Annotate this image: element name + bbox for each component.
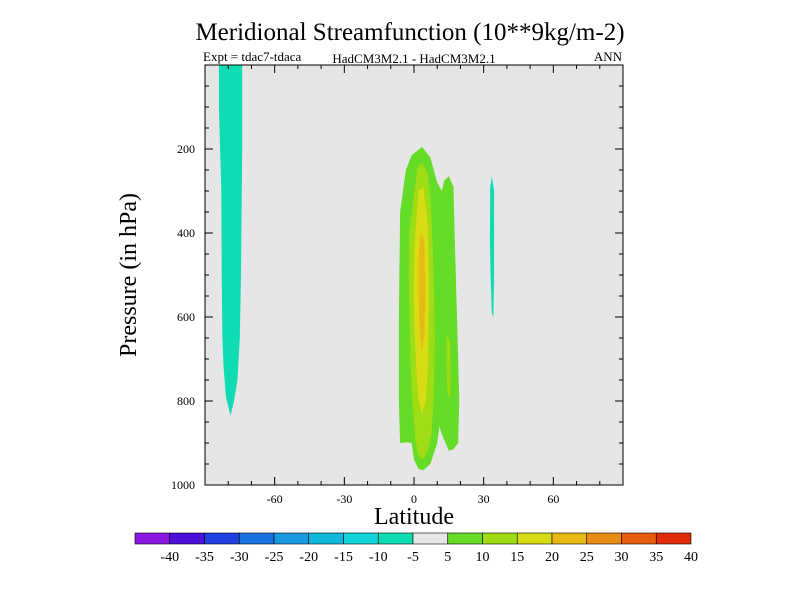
- y-tick-label: 200: [177, 142, 195, 156]
- colorbar-label: -15: [334, 550, 353, 565]
- colorbar-label: -30: [230, 550, 249, 565]
- y-tick-label: 1000: [171, 478, 195, 492]
- colorbar-label: 40: [684, 550, 698, 565]
- colorbar-label: -5: [407, 550, 419, 565]
- colorbar-label: 35: [649, 550, 663, 565]
- contour-region-yellow-green-east-blob: [446, 333, 451, 397]
- x-axis-label: Latitude: [374, 504, 454, 530]
- colorbar-swatch: [308, 532, 344, 545]
- colorbar-swatch: [169, 532, 205, 545]
- colorbar-label: -40: [160, 550, 179, 565]
- colorbar-label: 25: [580, 550, 594, 565]
- contour-region-orange-core: [418, 233, 426, 351]
- contour-region-teal-sliver-30N: [489, 176, 495, 317]
- colorbar-label: -20: [299, 550, 318, 565]
- colorbar-label: -10: [369, 550, 388, 565]
- colorbar-swatch: [238, 532, 275, 545]
- contour-region-teal-column-south: [218, 65, 243, 416]
- colorbar-swatch: [343, 532, 379, 545]
- colorbar-swatch: [516, 532, 553, 545]
- x-tick-label: 0: [411, 492, 417, 506]
- colorbar-label: 30: [615, 550, 629, 565]
- colorbar-swatch: [655, 532, 692, 545]
- colorbar-label: 20: [545, 550, 559, 565]
- colorbar-swatch: [377, 532, 414, 545]
- x-tick-label: 30: [478, 492, 490, 506]
- y-tick-label: 600: [177, 310, 195, 324]
- chart-subtitle-right: ANN: [594, 49, 623, 64]
- x-tick-label: -60: [267, 492, 283, 506]
- colorbar-label: -35: [195, 550, 214, 565]
- x-tick-label: -30: [336, 492, 352, 506]
- colorbar-label: 5: [444, 550, 451, 565]
- colorbar-swatch: [621, 532, 657, 545]
- colorbar-swatch: [551, 532, 588, 545]
- colorbar-label: 15: [510, 550, 524, 565]
- axis-ticks: -60 -30 0 30 60 200 400 600 800 1000: [171, 64, 624, 506]
- chart-title: Meridional Streamfunction (10**9kg/m-2): [195, 19, 624, 46]
- colorbar-swatch: [482, 532, 518, 545]
- colorbar-swatch: [412, 532, 449, 545]
- y-tick-label: 400: [177, 226, 195, 240]
- colorbar-swatch: [273, 532, 310, 545]
- colorbar-label: -25: [265, 550, 284, 565]
- x-tick-label: 60: [547, 492, 559, 506]
- colorbar-swatch: [134, 532, 171, 545]
- colorbar: -40 -35 -30 -25 -20 -15 -10 -5 5 10 15 20 25 30 35 40: [134, 532, 698, 565]
- colorbar-swatch: [204, 532, 240, 545]
- y-tick-label: 800: [177, 394, 195, 408]
- contour-regions: [218, 65, 495, 471]
- y-axis-label: Pressure (in hPa): [116, 193, 142, 357]
- chart-subtitle-center: HadCM3M2.1 - HadCM3M2.1: [332, 51, 495, 66]
- colorbar-swatch: [447, 532, 483, 545]
- colorbar-swatch: [586, 532, 622, 545]
- chart-subtitle-left: Expt = tdac7-tdaca: [203, 49, 302, 64]
- colorbar-label: 10: [476, 550, 490, 565]
